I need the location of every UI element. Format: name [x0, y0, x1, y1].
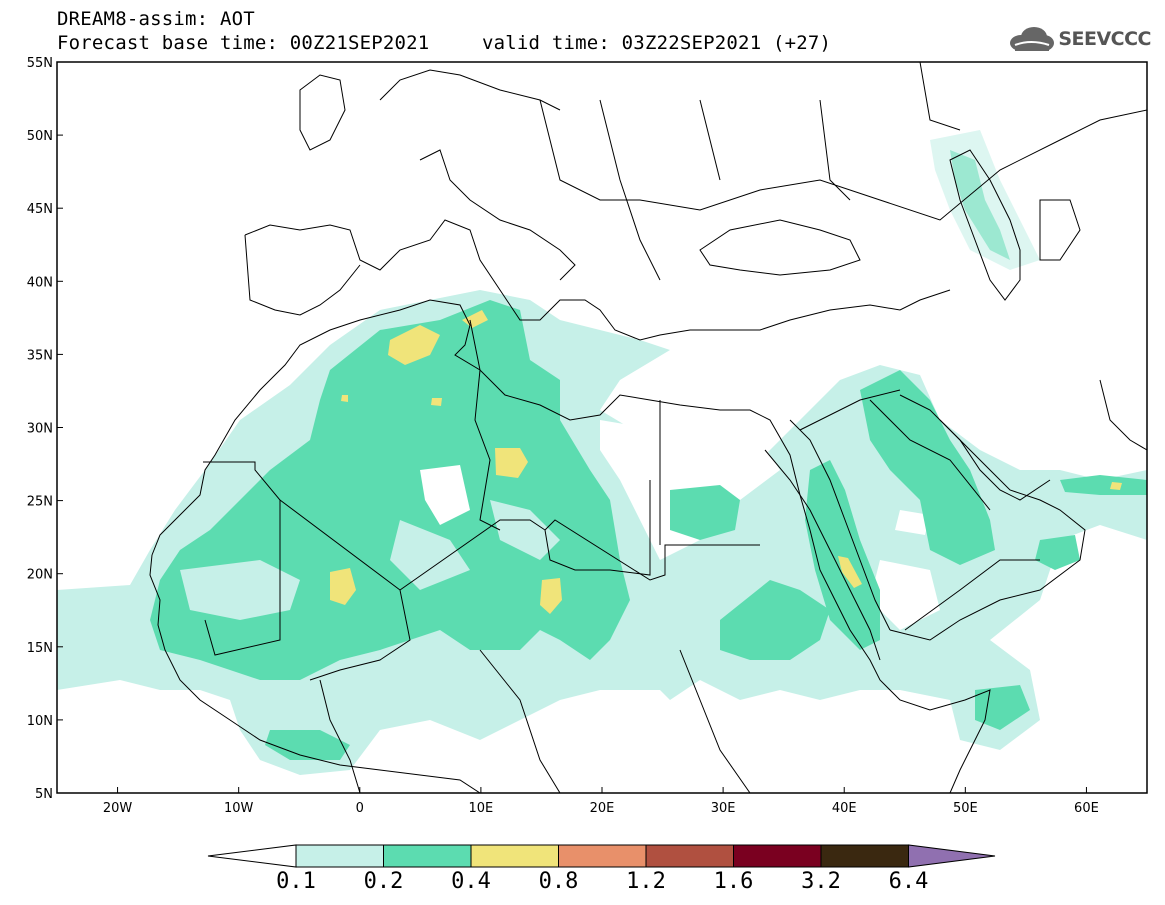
- colorbar-segment: [383, 844, 472, 868]
- colorbar-label: 1.2: [626, 869, 666, 894]
- seevccc-logo: SEEVCCC: [1007, 25, 1151, 53]
- lon-tick-label: 10W: [224, 801, 254, 816]
- lon-tick-label: 0: [356, 801, 364, 816]
- cloud-icon: [1010, 27, 1055, 51]
- colorbar-label: 0.1: [276, 869, 316, 894]
- colorbar-label: 3.2: [801, 869, 841, 894]
- lon-tick-label: 50E: [953, 801, 978, 816]
- lon-tick-label: 20W: [103, 801, 133, 816]
- lat-tick-label: 30N: [27, 422, 53, 437]
- lon-tick-label: 20E: [590, 801, 615, 816]
- logo-text: SEEVCCC: [1058, 28, 1151, 50]
- colorbar-segment: [820, 844, 909, 868]
- aot-field: [57, 130, 1147, 775]
- valid-time: valid time: 03Z22SEP2021 (+27): [482, 32, 832, 54]
- lat-tick-label: 40N: [27, 275, 53, 290]
- lat-tick-label: 20N: [27, 568, 53, 583]
- colorbar-segment: [645, 844, 734, 868]
- lat-tick-label: 5N: [35, 787, 53, 802]
- colorbar-label: 0.2: [364, 869, 404, 894]
- lat-tick-label: 50N: [27, 129, 53, 144]
- coastlines: [149, 62, 1147, 793]
- latitude-axis: 55N 50N 45N 40N 35N 30N 25N 20N 15N 10N 5N: [27, 56, 63, 802]
- longitude-axis: 20W 10W 0 10E 20E 30E 40E 50E 60E: [103, 787, 1099, 816]
- colorbar-label: 0.8: [539, 869, 579, 894]
- colorbar-segment: [558, 844, 647, 868]
- colorbar-label: 0.4: [451, 869, 491, 894]
- colorbar-high-extend: [908, 844, 996, 868]
- colorbar-label: 6.4: [889, 869, 929, 894]
- lat-tick-label: 15N: [27, 641, 53, 656]
- colorbar-low-extend: [207, 844, 297, 868]
- lat-tick-label: 45N: [27, 202, 53, 217]
- map-title: DREAM8-assim: AOT: [57, 8, 255, 30]
- lat-tick-label: 10N: [27, 714, 53, 729]
- lon-tick-label: 60E: [1074, 801, 1099, 816]
- lat-tick-label: 35N: [27, 348, 53, 363]
- lon-tick-label: 40E: [832, 801, 857, 816]
- lon-tick-label: 30E: [711, 801, 736, 816]
- colorbar-label: 1.6: [714, 869, 754, 894]
- forecast-base-time: Forecast base time: 00Z21SEP2021: [57, 32, 430, 54]
- colorbar-segment: [470, 844, 559, 868]
- lat-tick-label: 55N: [27, 56, 53, 71]
- colorbar: 0.1 0.2 0.4 0.8 1.2 1.6 3.2 6.4: [207, 844, 996, 894]
- lat-tick-label: 25N: [27, 495, 53, 510]
- colorbar-segment: [295, 844, 384, 868]
- colorbar-segment: [733, 844, 822, 868]
- lon-tick-label: 10E: [469, 801, 494, 816]
- aot-shade-0.4: [388, 325, 440, 365]
